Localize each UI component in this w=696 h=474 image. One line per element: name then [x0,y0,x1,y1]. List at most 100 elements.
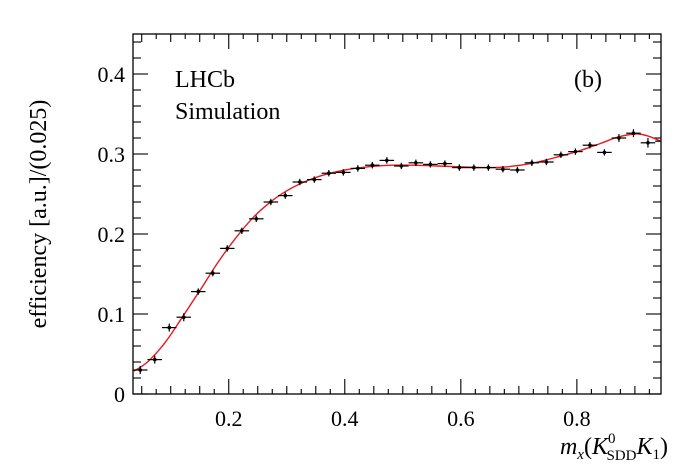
x-tick-label: 0.6 [447,406,475,431]
point-marker [588,143,592,147]
point-marker [486,165,491,170]
point-marker [225,246,230,251]
point-marker [602,150,607,155]
data-point [495,166,511,173]
point-marker [167,325,172,330]
data-point [640,138,656,148]
x-title-close: ) [660,434,668,460]
point-marker [341,170,346,175]
data-point [466,164,482,171]
data-point [568,148,583,155]
point-marker [196,289,201,294]
data-point [336,169,351,176]
point-marker [530,161,534,165]
data-point [162,323,177,332]
data-point [321,170,337,177]
point-marker [399,164,404,168]
point-marker [152,357,157,362]
point-marker [631,131,636,135]
y-axis-title: efficiency [a.u.]/(0.025) [26,100,52,329]
point-marker [515,168,520,172]
data-point [176,313,192,322]
data-point [292,178,308,186]
data-points [133,129,661,374]
data-point [437,160,453,167]
point-marker [269,200,273,204]
point-marker [283,193,288,198]
data-point [191,288,206,295]
point-marker [573,149,578,154]
y-tick-label: 0.2 [98,222,126,247]
point-marker [617,136,621,140]
point-marker [239,229,244,233]
point-marker [356,166,360,171]
point-marker [385,158,389,163]
x-tick-labels: 0.2 0.4 0.6 0.8 [215,406,591,431]
data-point [278,192,293,199]
data-point [147,355,163,364]
point-marker [472,165,476,170]
x-title-open: ( [584,434,592,460]
point-marker [544,160,549,164]
x-title-k1-sup: 0 [608,431,616,447]
x-axis-title: mx(K0 SDDK1) [560,431,668,464]
status-label: Simulation [175,99,280,125]
experiment-label: LHCb [175,67,235,93]
point-marker [210,271,215,276]
point-marker [428,162,433,167]
data-point [452,164,467,171]
fit-curve [132,133,662,373]
data-point [365,162,380,169]
x-title-var: m [560,434,577,460]
data-point [553,151,569,158]
fit-curve-line [132,133,662,373]
x-tick-label: 0.8 [563,406,591,431]
data-point [133,366,148,374]
y-tick-label: 0.3 [98,142,126,167]
point-marker [443,161,447,166]
point-marker [414,161,418,165]
point-marker [181,315,186,320]
point-marker [457,165,462,170]
data-point [220,245,235,252]
data-point [611,134,627,142]
point-marker [298,180,302,184]
data-point [626,129,641,138]
plot-frame [132,33,662,395]
data-point [394,162,409,170]
y-tick-labels: 0 0.1 0.2 0.3 0.4 [98,62,126,407]
data-point [379,157,395,164]
data-point [408,159,424,166]
y-tick-label: 0.1 [98,302,126,327]
data-point [524,159,540,166]
data-point [597,149,612,156]
data-point [539,158,554,166]
y-tick-label: 0.4 [98,62,126,87]
data-point [481,164,496,171]
point-marker [327,171,331,175]
x-title-k1-sub: SDD [606,448,636,464]
x-title-k2-sub: 1 [653,447,661,463]
x-title-var-sub: x [576,447,584,463]
data-point [249,215,264,222]
data-point [423,161,438,168]
data-point [205,270,221,277]
point-marker [138,368,143,372]
y-tick-label: 0 [114,382,125,407]
data-point [307,176,322,183]
point-marker [254,217,259,221]
x-tick-label: 0.4 [331,406,359,431]
data-point [263,198,279,206]
point-marker [312,177,317,182]
axis-ticks [133,34,661,395]
data-point [234,227,250,234]
point-marker [646,141,650,145]
x-title-k2: K [635,434,654,460]
point-marker [370,163,375,167]
x-tick-label: 0.2 [215,406,243,431]
x-title-k1: K [591,434,610,460]
data-point [582,142,598,149]
point-marker [559,153,563,157]
data-point [510,166,525,174]
